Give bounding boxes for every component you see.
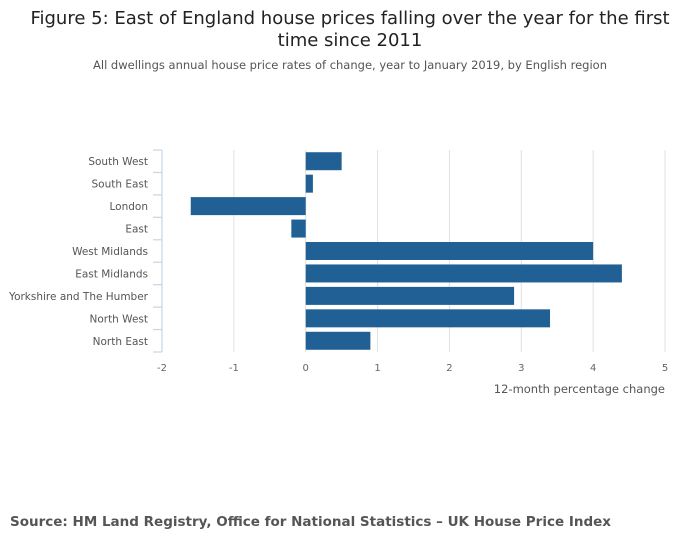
bar-east-midlands [305,264,622,283]
y-category-label: North West [89,313,148,325]
bar-north-east [305,331,371,350]
bar-yorkshire-and-the-humber [305,286,515,305]
y-category-label: North East [93,336,148,348]
x-tick-label: -2 [157,363,167,374]
chart-title: Figure 5: East of England house prices f… [30,8,670,51]
source-note: Source: HM Land Registry, Office for Nat… [10,514,611,530]
x-tick-label: 5 [662,363,668,374]
y-category-label: East [125,224,148,236]
y-category-label: London [110,201,149,213]
bar-london [190,197,306,216]
y-category-label: Yorkshire and The Humber [8,291,149,303]
y-category-label: South West [88,156,148,168]
bar-west-midlands [305,242,594,260]
y-category-label: East Midlands [75,268,148,280]
x-tick-label: 1 [374,363,380,374]
bar-north-west [305,309,551,328]
x-axis-label: 12-month percentage change [494,382,665,396]
bar-east [291,219,306,238]
chart-subtitle: All dwellings annual house price rates o… [93,58,607,72]
bar-south-east [305,174,313,193]
x-tick-label: 0 [303,363,309,374]
x-tick-label: 2 [446,363,452,374]
x-tick-label: 3 [518,363,524,374]
bar-south-west [305,152,342,171]
y-category-label: West Midlands [72,246,148,258]
x-tick-label: -1 [229,363,239,374]
x-tick-label: 4 [590,363,596,374]
y-category-label: South East [91,179,148,191]
